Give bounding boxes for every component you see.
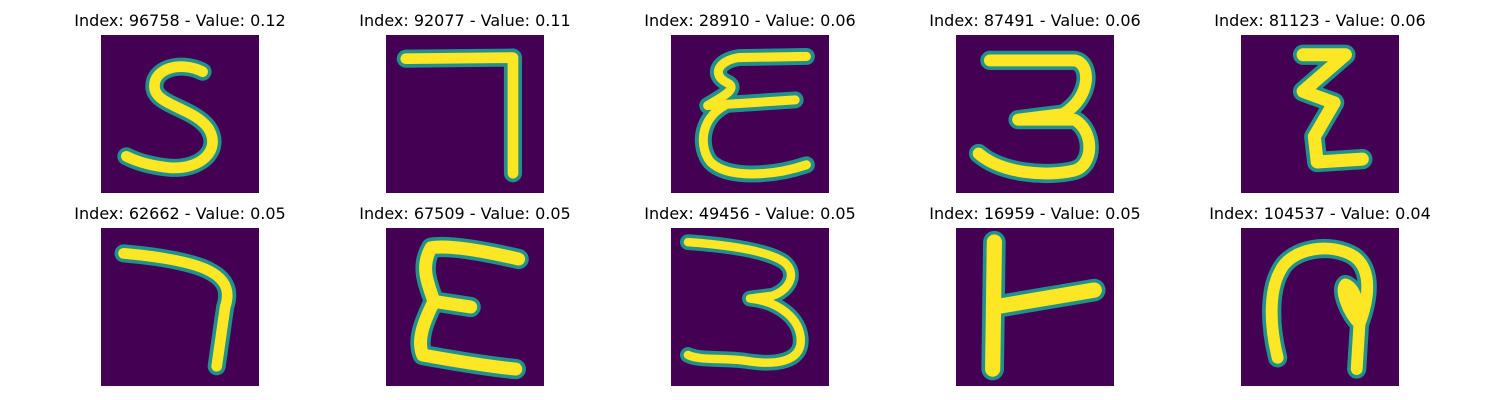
panel-title: Index: 81123 - Value: 0.06	[1214, 11, 1426, 30]
letter-z-image	[1241, 35, 1399, 193]
image-panel: Index: 92077 - Value: 0.11	[345, 11, 585, 193]
image-panel: Index: 16959 - Value: 0.05	[915, 204, 1155, 386]
image-panel: Index: 49456 - Value: 0.05	[630, 204, 870, 386]
image-panel: Index: 62662 - Value: 0.05	[60, 204, 300, 386]
glyph-stroke	[118, 248, 233, 372]
image-panel: Index: 87491 - Value: 0.06	[915, 11, 1155, 193]
panel-title: Index: 92077 - Value: 0.11	[359, 11, 571, 30]
panel-title: Index: 87491 - Value: 0.06	[929, 11, 1141, 30]
glyph-stroke	[413, 240, 526, 376]
letter-e-image	[386, 228, 544, 386]
letter-t-image	[956, 228, 1114, 386]
panel-title: Index: 96758 - Value: 0.12	[74, 11, 286, 30]
glyph-stroke	[1296, 48, 1369, 169]
image-panel: Index: 104537 - Value: 0.04	[1200, 204, 1440, 386]
panel-title: Index: 16959 - Value: 0.05	[929, 204, 1141, 223]
panel-title: Index: 49456 - Value: 0.05	[644, 204, 856, 223]
panel-title: Index: 67509 - Value: 0.05	[359, 204, 571, 223]
digit-9-image	[1241, 228, 1399, 386]
digit-3-image	[671, 228, 829, 386]
glyph-stroke	[972, 54, 1096, 180]
digit-5-image	[101, 35, 259, 193]
glyph-stroke	[985, 234, 1102, 377]
glyph-stroke	[121, 61, 218, 174]
image-panel: Index: 28910 - Value: 0.06	[630, 11, 870, 193]
glyph-stroke	[698, 51, 811, 179]
glyph-stroke	[1265, 242, 1374, 375]
image-panel: Index: 81123 - Value: 0.06	[1200, 11, 1440, 193]
image-panel: Index: 67509 - Value: 0.05	[345, 204, 585, 386]
digit-3-image	[956, 35, 1114, 193]
image-panel: Index: 96758 - Value: 0.12	[60, 11, 300, 193]
digit-7-image	[386, 35, 544, 193]
letter-e-image	[671, 35, 829, 193]
panel-title: Index: 104537 - Value: 0.04	[1209, 204, 1431, 223]
panel-title: Index: 28910 - Value: 0.06	[644, 11, 856, 30]
panel-title: Index: 62662 - Value: 0.05	[74, 204, 286, 223]
glyph-stroke	[683, 237, 806, 367]
glyph-stroke	[400, 52, 519, 179]
digit-7-image	[101, 228, 259, 386]
